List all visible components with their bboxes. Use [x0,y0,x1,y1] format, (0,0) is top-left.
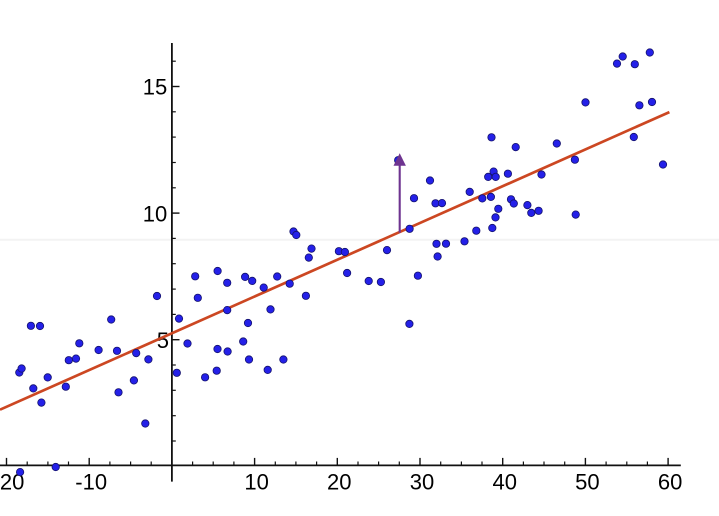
svg-text:10: 10 [143,201,167,226]
svg-text:5: 5 [157,328,169,353]
svg-text:10: 10 [244,470,268,495]
svg-text:-10: -10 [75,470,107,495]
svg-text:40: 40 [492,470,516,495]
svg-text:30: 30 [410,470,434,495]
svg-text:50: 50 [575,470,599,495]
svg-text:15: 15 [143,75,167,100]
svg-text:20: 20 [327,470,351,495]
svg-text:60: 60 [658,470,682,495]
